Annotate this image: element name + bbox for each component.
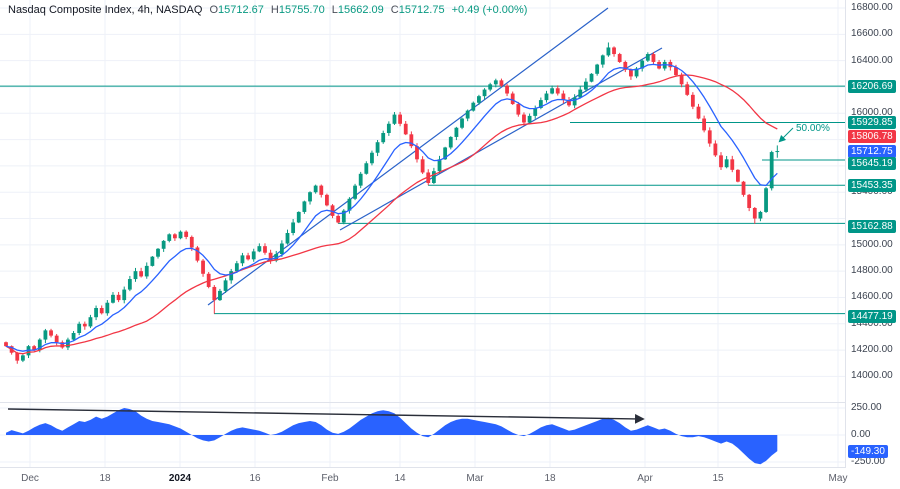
time-axis-label: Feb xyxy=(313,473,347,485)
price-scale[interactable]: 16800.0016600.0016400.0016000.0015400.00… xyxy=(846,0,900,468)
panel-separator[interactable] xyxy=(0,402,900,403)
symbol-title[interactable]: Nasdaq Composite Index, 4h, NASDAQ xyxy=(8,4,202,16)
time-axis-label: 16 xyxy=(238,473,272,485)
chart-legend[interactable]: Nasdaq Composite Index, 4h, NASDAQO15712… xyxy=(8,4,527,16)
ma-fast-line xyxy=(6,64,777,351)
time-axis-label: 18 xyxy=(533,473,567,485)
change-value: +0.49 (+0.00%) xyxy=(452,4,528,16)
close-label: C xyxy=(391,4,399,16)
price-level-badge: 15453.35 xyxy=(848,179,896,192)
price-level-badge: 14477.19 xyxy=(848,310,896,323)
high-label: H xyxy=(271,4,279,16)
time-axis-label: Apr xyxy=(628,473,662,485)
price-level-badge: 15929.85 xyxy=(848,116,896,129)
time-axis-label: 14 xyxy=(383,473,417,485)
time-scale[interactable]: Dec 18 2024 16 Feb 14 Mar 18 Apr 15 May xyxy=(0,468,900,489)
price-axis-label: 16400.00 xyxy=(851,55,893,67)
price-level-badge: 15162.88 xyxy=(848,220,896,233)
indicator-value-badge: -149.30 xyxy=(848,445,888,458)
price-axis-label: 15000.00 xyxy=(851,239,893,251)
price-axis-label: 14800.00 xyxy=(851,265,893,277)
high-value: 15755.70 xyxy=(279,4,325,16)
price-axis-label: 16800.00 xyxy=(851,2,893,14)
ma-slow-line xyxy=(6,75,777,354)
fib-annotation: 50.00% xyxy=(780,123,830,141)
price-level-badge: 15645.19 xyxy=(848,157,896,170)
open-label: O xyxy=(209,4,218,16)
close-value: 15712.75 xyxy=(399,4,445,16)
time-axis-label: 2024 xyxy=(163,473,197,485)
price-axis-label: 14600.00 xyxy=(851,291,893,303)
grid-layer xyxy=(0,0,845,402)
price-level-badge: 16206.69 xyxy=(848,80,896,93)
indicator-axis-label: 250.00 xyxy=(851,402,882,414)
main-price-chart[interactable]: 50.00% xyxy=(0,0,845,402)
trading-chart-window: Nasdaq Composite Index, 4h, NASDAQO15712… xyxy=(0,0,900,489)
open-value: 15712.67 xyxy=(218,4,264,16)
time-axis-label: May xyxy=(821,473,855,485)
low-value: 15662.09 xyxy=(338,4,384,16)
price-level-badge: 15806.78 xyxy=(848,130,896,143)
price-axis-label: 14000.00 xyxy=(851,370,893,382)
oscillator-area xyxy=(6,408,777,464)
time-axis-label: 18 xyxy=(88,473,122,485)
indicator-axis-label: 0.00 xyxy=(851,429,870,441)
indicator-panel[interactable] xyxy=(0,403,845,467)
time-axis-label: Mar xyxy=(458,473,492,485)
time-axis-label: 15 xyxy=(701,473,735,485)
time-axis-label: Dec xyxy=(13,473,47,485)
svg-text:50.00%: 50.00% xyxy=(796,123,830,134)
price-axis-label: 16600.00 xyxy=(851,28,893,40)
price-axis-label: 14200.00 xyxy=(851,344,893,356)
